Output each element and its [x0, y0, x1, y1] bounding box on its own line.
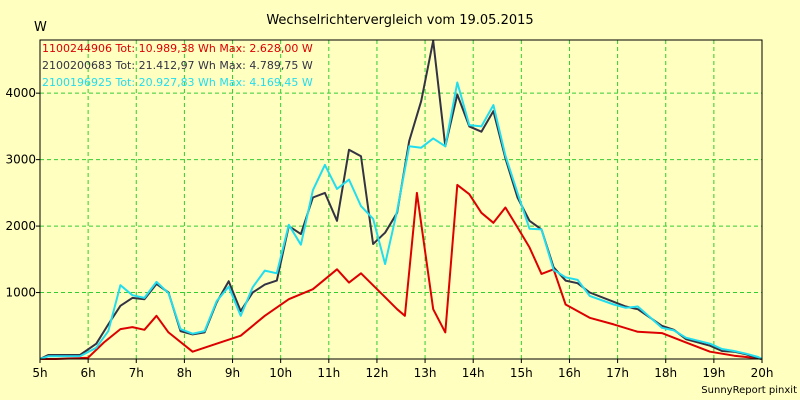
x-tick-label: 11h — [317, 366, 340, 380]
chart-title: Wechselrichtervergleich vom 19.05.2015 — [266, 13, 533, 28]
legend-entry-2100196925: 2100196925 Tot: 20.927,83 Wh Max: 4.169,… — [42, 76, 313, 89]
x-tick-label: 8h — [177, 366, 192, 380]
y-tick-label: 2000 — [5, 219, 36, 233]
x-tick-label: 12h — [365, 366, 388, 380]
x-tick-label: 20h — [751, 366, 774, 380]
x-tick-label: 15h — [510, 366, 533, 380]
x-tick-label: 17h — [606, 366, 629, 380]
x-tick-label: 5h — [32, 366, 47, 380]
x-tick-label: 16h — [558, 366, 581, 380]
legend-entry-2100200683: 2100200683 Tot: 21.412,97 Wh Max: 4.789,… — [42, 59, 313, 72]
x-tick-label: 10h — [269, 366, 292, 380]
legend: 1100244906 Tot: 10.989,38 Wh Max: 2.628,… — [42, 42, 313, 89]
y-axis-unit: W — [34, 20, 47, 35]
grid — [40, 40, 762, 359]
y-tick-label: 4000 — [5, 86, 36, 100]
axes — [39, 39, 763, 360]
series-line-1100244906 — [40, 183, 763, 360]
x-tick-label: 7h — [129, 366, 144, 380]
x-tick-label: 14h — [462, 366, 485, 380]
y-tick-label: 3000 — [5, 153, 36, 167]
x-tick-label: 19h — [702, 366, 725, 380]
plot-frame — [39, 39, 763, 360]
footer-credit: SunnyReport pinxit — [701, 385, 797, 396]
x-tick-label: 18h — [654, 366, 677, 380]
x-tick-label: 9h — [225, 366, 240, 380]
x-tick-label: 6h — [81, 366, 96, 380]
tick-labels: 5h 6h 7h 8h 9h 10h 11h 12h 13h 14h 15h 16h 17h 18h 19h… — [5, 86, 773, 380]
legend-entry-1100244906: 1100244906 Tot: 10.989,38 Wh Max: 2.628,… — [42, 42, 313, 55]
y-tick-label: 1000 — [5, 286, 36, 300]
x-tick-label: 13h — [414, 366, 437, 380]
series-line-2100196925 — [39, 81, 763, 360]
series-layer — [39, 39, 763, 360]
